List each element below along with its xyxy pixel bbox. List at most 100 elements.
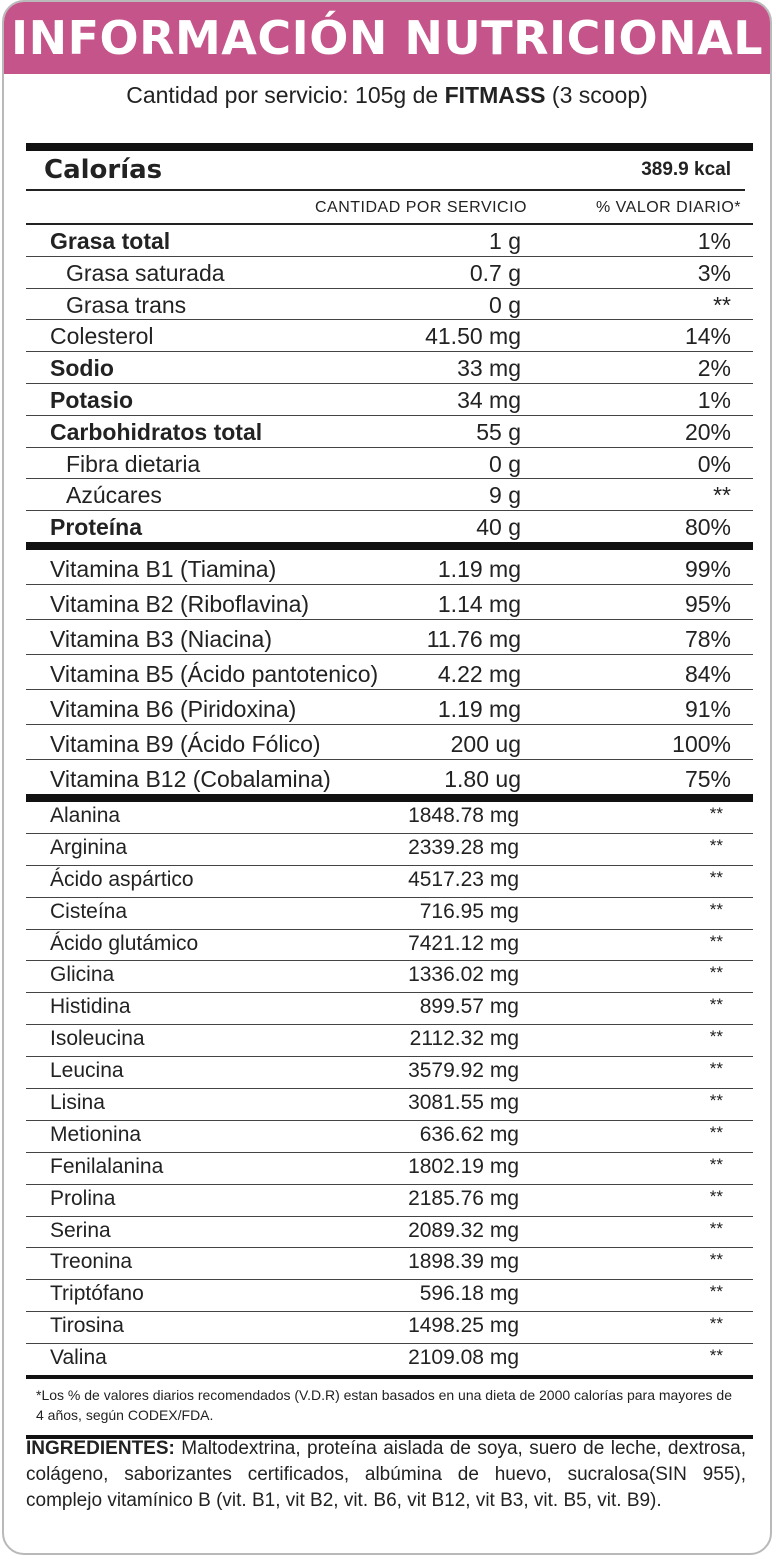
vitamin-amount: 200 ug <box>450 730 521 757</box>
vitamin-name: Vitamina B6 (Piridoxina) <box>50 695 297 722</box>
amino-amount: 2112.32 mg <box>409 1027 519 1051</box>
vitamin-amount: 1.19 mg <box>437 555 521 582</box>
amino-daily-value: ** <box>709 995 723 1015</box>
nutrient-amount: 0 g <box>489 291 521 318</box>
table-row: Vitamina B9 (Ácido Fólico) 200 ug 100% <box>26 725 753 760</box>
nutrient-amount: 41.50 mg <box>425 323 521 350</box>
table-row: Carbohidratos total 55 g 20% <box>26 416 753 448</box>
macronutrients-section: Grasa total 1 g 1% Grasa saturada 0.7 g … <box>26 225 753 542</box>
nutrient-daily-value: 1% <box>697 228 731 254</box>
serving-size: Cantidad por servicio: 105g de FITMASS (… <box>4 82 770 122</box>
amino-name: Fenilalanina <box>50 1154 164 1178</box>
vitamin-daily-value: 78% <box>684 625 731 652</box>
divider <box>26 541 753 550</box>
nutrient-daily-value: ** <box>713 482 731 509</box>
table-row: Vitamina B12 (Cobalamina) 1.80 ug 75% <box>26 760 753 794</box>
nutrient-name: Fibra dietaria <box>66 450 201 477</box>
vitamin-name: Vitamina B12 (Cobalamina) <box>50 765 331 792</box>
table-row: Vitamina B6 (Piridoxina) 1.19 mg 91% <box>26 690 753 725</box>
amino-name: Ácido glutámico <box>50 931 199 955</box>
vitamin-name: Vitamina B3 (Niacina) <box>50 625 273 652</box>
page-title: INFORMACIÓN NUTRICIONAL <box>10 11 764 65</box>
amino-amount: 3579.92 mg <box>408 1059 519 1083</box>
amino-name: Treonina <box>50 1250 133 1274</box>
amino-name: Tirosina <box>50 1314 124 1338</box>
table-row: Vitamina B1 (Tiamina) 1.19 mg 99% <box>26 550 753 585</box>
amino-name: Alanina <box>50 803 121 827</box>
column-header-daily-value: % VALOR DIARIO* <box>595 199 741 216</box>
nutrient-amount: 34 mg <box>457 386 521 413</box>
amino-daily-value: ** <box>709 899 723 919</box>
table-row: Metionina 636.62 mg ** <box>26 1121 753 1153</box>
table-row: Alanina 1848.78 mg ** <box>26 802 753 834</box>
amino-name: Triptófano <box>50 1282 144 1306</box>
table-row: Ácido glutámico 7421.12 mg ** <box>26 930 753 962</box>
table-row: Valina 2109.08 mg ** <box>26 1344 753 1375</box>
amino-amount: 1848.78 mg <box>408 803 519 827</box>
footnote: *Los % de valores diarios recomendados (… <box>36 1387 733 1423</box>
amino-name: Isoleucina <box>50 1027 145 1051</box>
amino-daily-value: ** <box>709 1154 723 1174</box>
amino-amount: 716.95 mg <box>419 899 519 923</box>
table-row: Lisina 3081.55 mg ** <box>26 1089 753 1121</box>
amino-amount: 1498.25 mg <box>408 1314 519 1338</box>
header-banner: INFORMACIÓN NUTRICIONAL <box>4 2 770 74</box>
table-row: Cisteína 716.95 mg ** <box>26 898 753 930</box>
amino-name: Metionina <box>50 1122 142 1146</box>
amino-amount: 1336.02 mg <box>408 963 519 987</box>
table-row: Treonina 1898.39 mg ** <box>26 1248 753 1281</box>
table-row: Vitamina B5 (Ácido pantotenico) 4.22 mg … <box>26 655 753 690</box>
vitamin-amount: 11.76 mg <box>426 625 521 652</box>
table-row: Colesterol 41.50 mg 14% <box>26 320 753 353</box>
divider <box>26 1435 753 1439</box>
ingredients-label: INGREDIENTES: <box>26 1438 175 1459</box>
column-headers: CANTIDAD POR SERVICIO % VALOR DIARIO* <box>26 191 753 225</box>
vitamins-section: Vitamina B1 (Tiamina) 1.19 mg 99% Vitami… <box>26 550 753 794</box>
nutrient-amount: 9 g <box>489 482 521 509</box>
amino-daily-value: ** <box>709 963 723 983</box>
amino-daily-value: ** <box>709 1059 723 1079</box>
amino-amount: 899.57 mg <box>419 995 519 1019</box>
table-row: Fibra dietaria 0 g 0% <box>26 448 753 480</box>
vitamin-amount: 1.80 ug <box>444 765 521 792</box>
amino-daily-value: ** <box>709 931 723 951</box>
table-row: Arginina 2339.28 mg ** <box>26 834 753 866</box>
nutrient-amount: 0 g <box>489 450 521 477</box>
amino-daily-value: ** <box>709 1250 723 1270</box>
divider <box>26 1375 753 1379</box>
table-row: Triptófano 596.18 mg ** <box>26 1280 753 1313</box>
calories-label: Calorías <box>44 155 163 185</box>
amino-daily-value: ** <box>709 1346 723 1366</box>
amino-daily-value: ** <box>709 1282 723 1302</box>
vitamin-daily-value: 75% <box>684 765 731 792</box>
amino-daily-value: ** <box>709 1027 723 1047</box>
nutrient-daily-value: ** <box>713 291 731 318</box>
nutrient-amount: 1 g <box>489 228 521 254</box>
table-row: Proteína 40 g 80% <box>26 511 753 542</box>
amino-amount: 2089.32 mg <box>408 1218 519 1242</box>
nutrient-name: Grasa saturada <box>66 259 225 286</box>
table-row: Potasio 34 mg 1% <box>26 384 753 416</box>
amino-amount: 1802.19 mg <box>408 1154 519 1178</box>
table-row: Isoleucina 2112.32 mg ** <box>26 1025 753 1058</box>
divider <box>26 793 753 802</box>
amino-daily-value: ** <box>709 867 723 887</box>
amino-name: Lisina <box>50 1090 105 1114</box>
calories-row: Calorías 389.9 kcal <box>26 151 745 191</box>
nutrient-daily-value: 3% <box>697 259 731 286</box>
nutrient-name: Grasa trans <box>66 291 187 318</box>
vitamin-name: Vitamina B2 (Riboflavina) <box>50 590 310 617</box>
nutrient-name: Carbohidratos total <box>50 418 263 445</box>
vitamin-amount: 1.19 mg <box>437 695 521 722</box>
nutrient-daily-value: 1% <box>697 386 731 413</box>
nutrient-name: Potasio <box>50 386 134 413</box>
nutrient-name: Sodio <box>50 355 114 382</box>
amino-amount: 7421.12 mg <box>408 931 519 955</box>
amino-daily-value: ** <box>709 803 723 823</box>
vitamin-daily-value: 95% <box>684 590 731 617</box>
serving-suffix: (3 scoop) <box>551 82 648 108</box>
amino-amount: 3081.55 mg <box>408 1090 519 1114</box>
vitamin-daily-value: 84% <box>684 660 731 687</box>
table-row: Prolina 2185.76 mg ** <box>26 1185 753 1217</box>
